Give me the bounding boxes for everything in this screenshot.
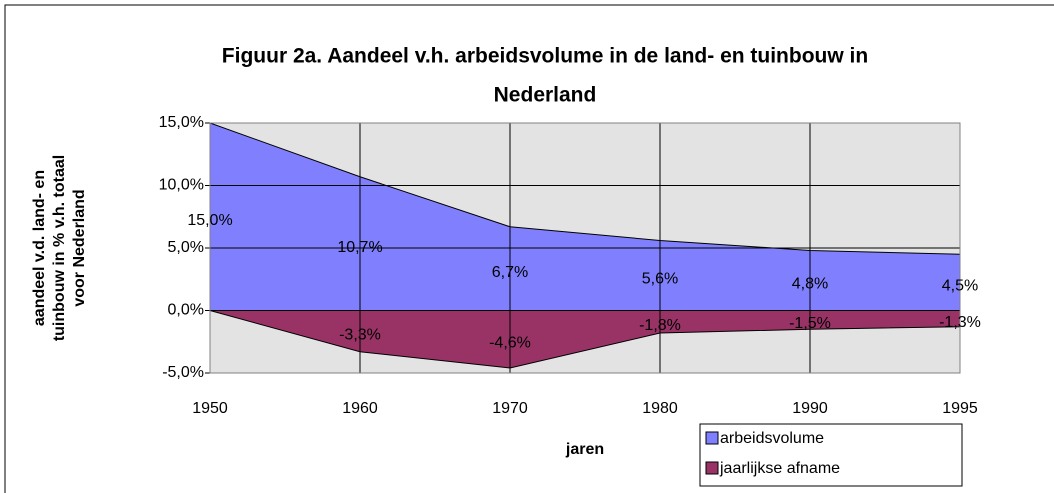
y-axis-title-line: voor Nederland [71,189,88,306]
legend-swatch [705,461,719,475]
x-tick-label: 1960 [342,400,378,417]
x-tick-label: 1990 [792,400,828,417]
y-axis-title-line: aandeel v.d. land- en [31,170,48,326]
y-tick-label: -5,0% [162,364,204,381]
legend-swatch [705,431,719,445]
y-tick-label: 5,0% [168,239,204,256]
x-tick-label: 1950 [192,400,228,417]
y-axis-title-line: tuinbouw in % v.h. totaal [51,155,68,341]
data-label: 5,6% [642,271,678,288]
plot-border [209,122,961,374]
data-label: 10,7% [337,239,382,256]
data-label: -3,3% [339,326,381,343]
x-tick-label: 1970 [492,400,528,417]
data-label: 4,5% [942,278,978,295]
legend [699,423,963,487]
data-label: -4,6% [489,334,531,351]
x-axis-title: jaren [565,441,604,458]
y-axis-title: aandeel v.d. land- en tuinbouw in % v.h.… [31,155,88,341]
legend-label: arbeidsvolume [720,430,824,447]
data-label: -1,5% [789,315,831,332]
y-tick-label: 15,0% [159,114,204,131]
chart-title: Nederland [494,84,597,107]
legend-label: jaarlijkse afname [719,460,840,477]
data-label: -1,3% [939,314,981,331]
y-tick-label: 10,0% [159,177,204,194]
data-label: 4,8% [792,276,828,293]
x-tick-label: 1995 [942,400,978,417]
data-label: 15,0% [187,212,232,229]
data-label: -1,8% [639,317,681,334]
x-tick-label: 1980 [642,400,678,417]
chart-title: Figuur 2a. Aandeel v.h. arbeidsvolume in… [222,45,868,68]
y-tick-label: 0,0% [168,302,204,319]
data-label: 6,7% [492,264,528,281]
